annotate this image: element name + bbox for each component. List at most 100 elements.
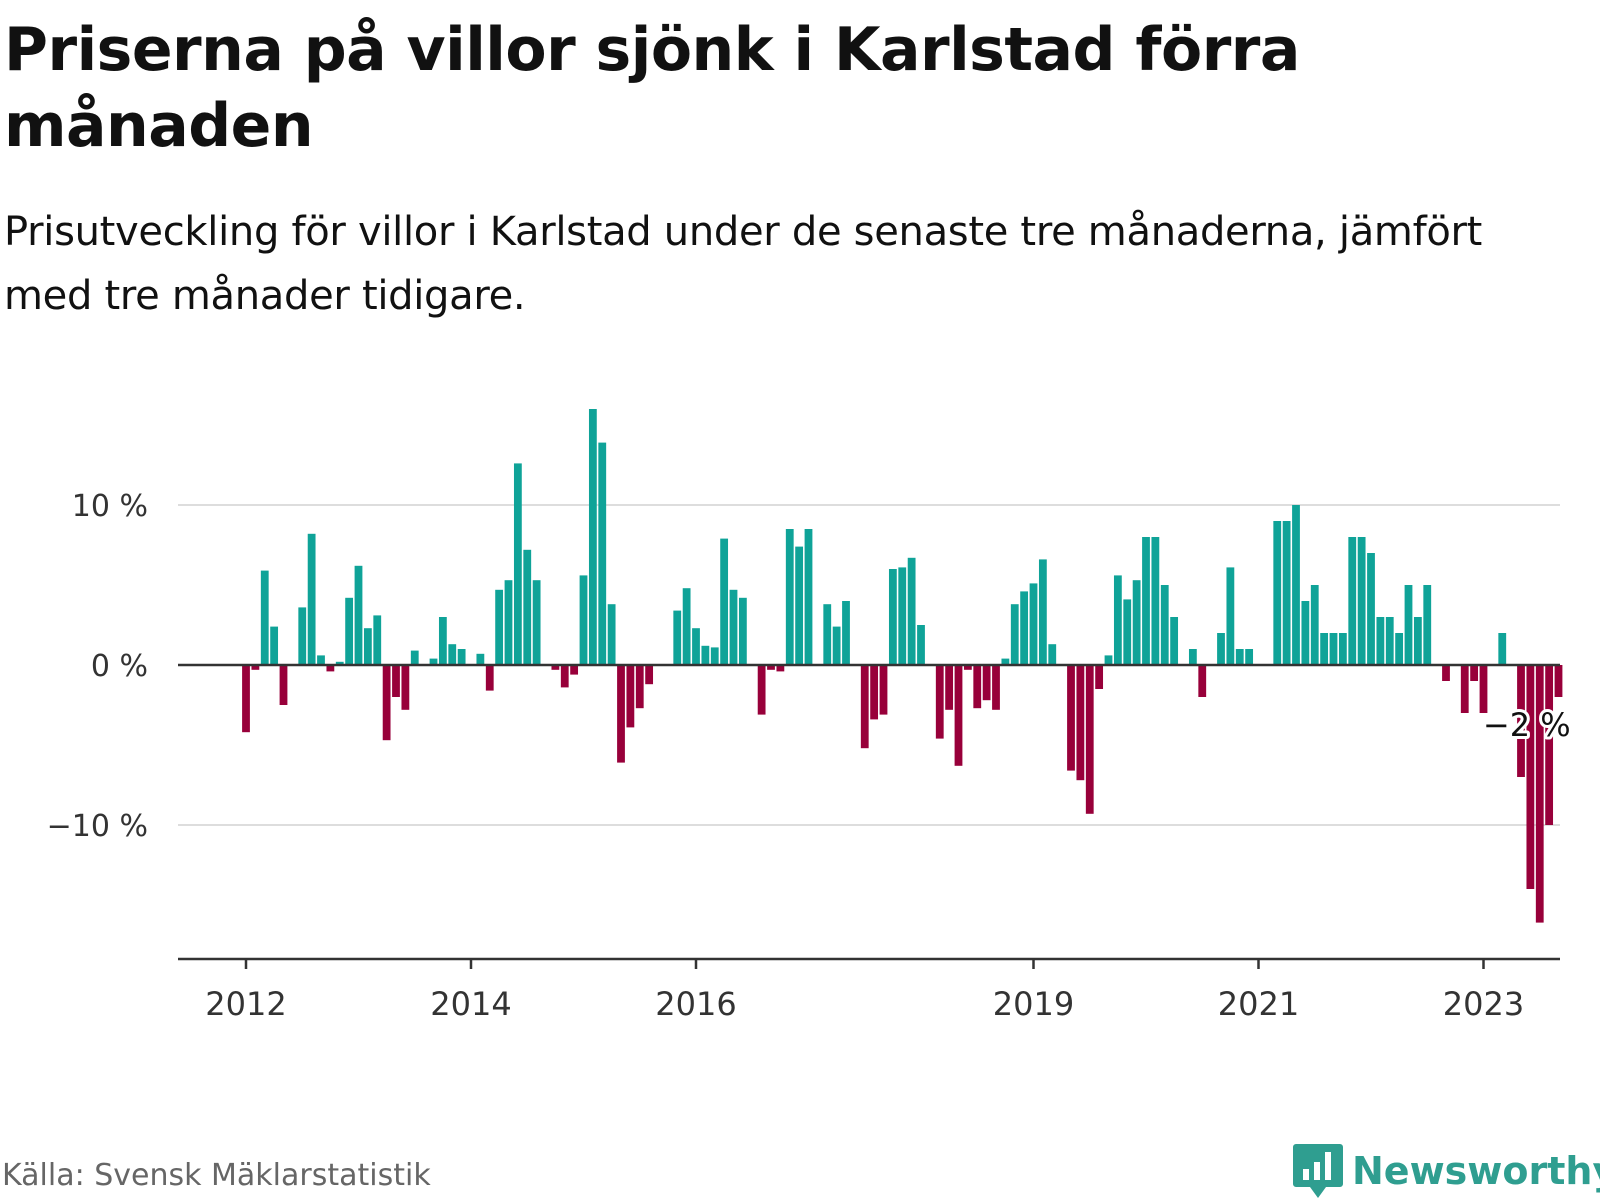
bar — [1376, 617, 1385, 665]
bar — [776, 665, 785, 672]
bar — [326, 665, 335, 672]
bar — [1554, 665, 1563, 697]
bar — [485, 665, 494, 691]
bar — [1132, 580, 1141, 665]
x-tick-label: 2021 — [1218, 985, 1299, 1023]
bar — [382, 665, 391, 741]
bar — [1320, 633, 1329, 665]
brand-logo: Newsworthy — [1292, 1142, 1600, 1200]
bar — [935, 665, 944, 739]
bar — [1423, 585, 1432, 665]
bar — [1095, 665, 1104, 689]
bar — [1498, 633, 1507, 665]
bar — [879, 665, 888, 715]
page-title: Priserna på villor sjönk i Karlstad förr… — [4, 15, 1300, 161]
bar — [701, 645, 710, 665]
bar — [973, 665, 982, 709]
y-tick-label: 0 % — [91, 649, 148, 684]
bar — [1329, 633, 1338, 665]
x-tick-label: 2019 — [993, 985, 1074, 1023]
bar — [823, 604, 832, 665]
bars — [242, 409, 1563, 923]
bar — [1310, 585, 1319, 665]
bar — [860, 665, 869, 749]
bar — [992, 665, 1000, 710]
bar — [870, 665, 879, 720]
bar — [1142, 537, 1150, 665]
bar — [532, 580, 541, 665]
bar — [551, 665, 560, 670]
bar — [898, 567, 907, 665]
x-tick-label: 2016 — [655, 985, 736, 1023]
bar — [298, 607, 307, 665]
bar — [682, 588, 691, 665]
bar — [1123, 599, 1132, 665]
bar — [1338, 633, 1347, 665]
bar — [1020, 591, 1029, 665]
bar — [523, 549, 532, 665]
bar — [832, 626, 841, 665]
bar — [729, 589, 738, 665]
bar — [251, 665, 260, 670]
newsworthy-logo-icon — [1293, 1144, 1343, 1198]
bar — [1301, 601, 1310, 665]
bar — [1245, 649, 1254, 665]
bar — [495, 589, 504, 665]
brand-name: Newsworthy — [1352, 1149, 1600, 1193]
y-tick-label: 10 % — [72, 489, 148, 524]
bar — [279, 665, 288, 705]
bar — [1545, 665, 1554, 825]
value-annotation: −2 % — [1483, 706, 1571, 744]
bar — [560, 665, 569, 688]
bar — [438, 617, 447, 665]
bar — [1151, 537, 1160, 665]
bar — [917, 625, 925, 665]
bar — [1348, 537, 1357, 665]
bar-chart: 10 % 0 % −10 % 2012 2014 2016 2019 2021 2023 −2 % — [46, 409, 1571, 1023]
bar — [795, 546, 804, 665]
bar — [673, 610, 682, 665]
bar — [1038, 559, 1047, 665]
bar — [1104, 655, 1113, 665]
bar — [579, 575, 588, 665]
bar — [588, 409, 597, 665]
x-tick-label: 2014 — [430, 985, 511, 1023]
bar — [335, 661, 344, 665]
bar — [982, 665, 991, 701]
bar — [607, 604, 616, 665]
bar — [504, 580, 513, 665]
bar — [476, 653, 485, 665]
bar — [1526, 665, 1535, 889]
bar — [1385, 617, 1394, 665]
page-subtitle: Prisutveckling för villor i Karlstad und… — [4, 209, 1483, 319]
bar — [1217, 633, 1225, 665]
bar — [1357, 537, 1366, 665]
bar — [570, 665, 579, 675]
x-tick-label: 2012 — [205, 985, 286, 1023]
bar — [1517, 665, 1525, 777]
bar — [785, 529, 794, 665]
bar — [363, 628, 372, 665]
bar — [1442, 665, 1450, 681]
bar — [1535, 665, 1544, 923]
bar — [1029, 583, 1038, 665]
bar — [1160, 585, 1169, 665]
grid-lines — [178, 504, 1560, 826]
bar — [307, 533, 316, 665]
bar — [1076, 665, 1085, 781]
source-note: Källa: Svensk Mäklarstatistik — [2, 1158, 431, 1193]
bar — [1273, 521, 1282, 665]
bar — [242, 665, 250, 733]
bar — [907, 557, 916, 665]
bar — [757, 665, 766, 715]
bar — [1048, 644, 1057, 665]
bar — [767, 665, 775, 670]
bar — [457, 649, 466, 665]
bar — [738, 597, 747, 665]
bar — [317, 655, 325, 665]
bar — [635, 665, 644, 709]
bar — [513, 463, 522, 665]
bar — [270, 626, 279, 665]
bar — [1404, 585, 1413, 665]
bar — [720, 538, 729, 665]
